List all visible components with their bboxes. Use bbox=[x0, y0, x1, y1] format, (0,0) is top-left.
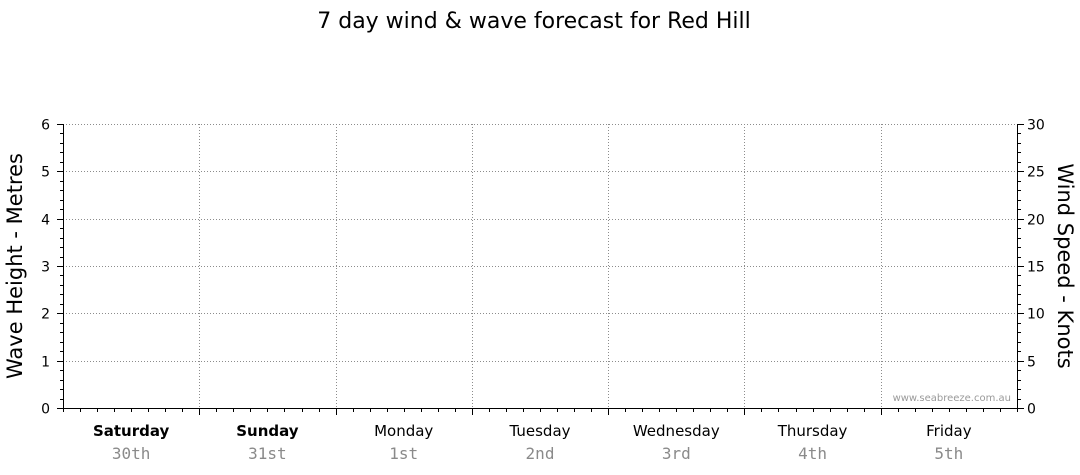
chart-title: 7 day wind & wave forecast for Red Hill bbox=[317, 9, 751, 34]
day-label: Friday bbox=[926, 422, 972, 440]
right-axis: 0 5 10 15 20 25 30 bbox=[1017, 118, 1045, 418]
right-axis-title: Wind Speed - Knots bbox=[1053, 163, 1077, 368]
day-label: Sunday bbox=[236, 422, 299, 440]
day-label: Saturday bbox=[93, 422, 170, 440]
date-label: 30th bbox=[112, 444, 151, 463]
day-label: Tuesday bbox=[508, 422, 570, 440]
right-tick-label: 15 bbox=[1027, 260, 1045, 276]
right-tick-label: 30 bbox=[1027, 118, 1045, 134]
watermark: www.seabreeze.com.au bbox=[893, 393, 1011, 404]
left-tick-label: 1 bbox=[41, 355, 50, 371]
right-tick-label: 5 bbox=[1027, 355, 1036, 371]
right-tick-label: 0 bbox=[1027, 402, 1036, 418]
left-tick-label: 5 bbox=[41, 165, 50, 181]
left-tick-label: 4 bbox=[41, 213, 50, 229]
date-label: 5th bbox=[934, 444, 963, 463]
right-tick-label: 20 bbox=[1027, 213, 1045, 229]
left-tick-label: 3 bbox=[41, 260, 50, 276]
right-tick-label: 10 bbox=[1027, 307, 1045, 323]
left-tick-label: 6 bbox=[41, 118, 50, 134]
day-label: Thursday bbox=[777, 422, 848, 440]
x-axis: Saturday 30th Sunday 31st Monday 1st Tuesday 2n… bbox=[80, 408, 1001, 463]
grid bbox=[63, 124, 1017, 408]
date-label: 31st bbox=[248, 444, 287, 463]
left-axis-title: Wave Height - Metres bbox=[3, 153, 27, 379]
date-label: 2nd bbox=[526, 444, 555, 463]
day-label: Wednesday bbox=[633, 422, 720, 440]
left-tick-label: 2 bbox=[41, 307, 50, 323]
left-axis: 0 1 2 3 4 5 6 bbox=[41, 118, 63, 418]
plot-frame bbox=[63, 124, 1018, 412]
date-label: 3rd bbox=[662, 444, 691, 463]
right-tick-label: 25 bbox=[1027, 165, 1045, 181]
left-tick-label: 0 bbox=[41, 402, 50, 418]
date-label: 1st bbox=[389, 444, 418, 463]
date-label: 4th bbox=[798, 444, 827, 463]
day-label: Monday bbox=[374, 422, 433, 440]
